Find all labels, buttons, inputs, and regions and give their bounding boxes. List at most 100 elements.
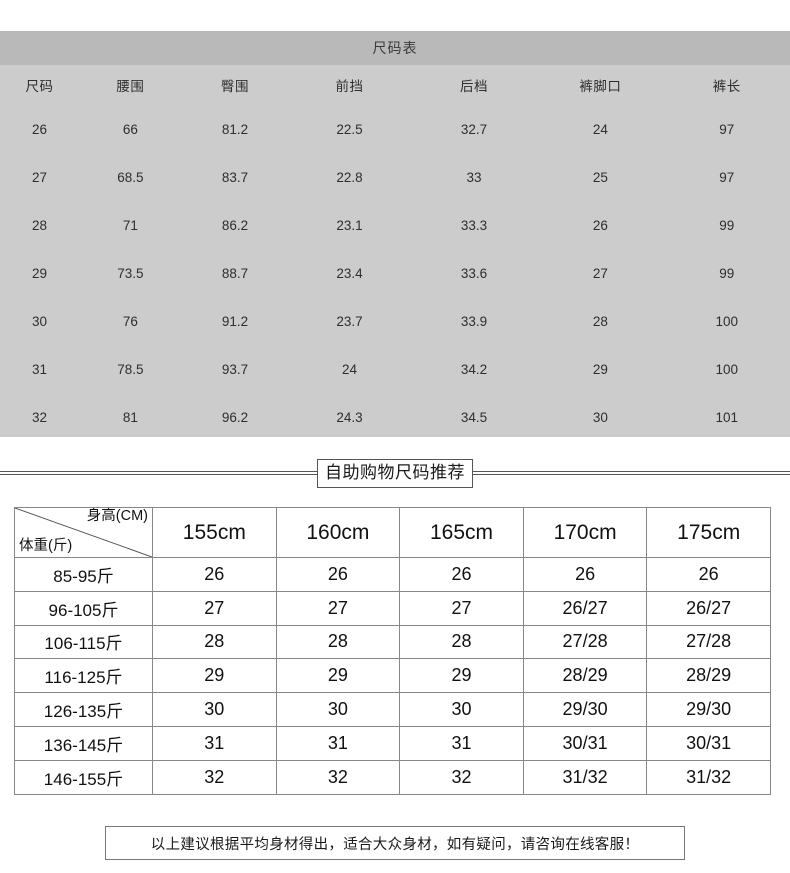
recommended-size-cell: 26/27	[646, 590, 771, 626]
height-column-header: 160cm	[275, 507, 401, 558]
recommended-size-cell: 28	[275, 624, 401, 660]
size-cell: 100	[715, 361, 739, 377]
recommended-size-cell: 29	[152, 658, 277, 694]
recommended-size-cell: 29/30	[646, 692, 771, 727]
size-cell: 30	[31, 313, 48, 329]
weight-range-label: 96-105斤	[14, 590, 153, 626]
table-row: 32 81 96.2 24.3 34.5 30 101	[0, 393, 790, 441]
size-cell: 99	[719, 217, 735, 233]
size-cell: 22.5	[336, 121, 363, 137]
recommended-size-cell: 31/32	[646, 759, 771, 795]
weight-range-label: 126-135斤	[14, 692, 153, 727]
size-cell: 83.7	[221, 169, 249, 185]
weight-range-label: 85-95斤	[14, 557, 153, 592]
axis-weight-label: 体重(斤)	[19, 538, 73, 555]
table-row: 28 71 86.2 23.1 33.3 26 99	[0, 201, 790, 249]
table-row: 26 66 81.2 22.5 32.7 24 97	[0, 105, 790, 153]
size-cell: 23.7	[336, 313, 363, 329]
size-cell: 28	[31, 217, 48, 233]
height-column-header: 155cm	[152, 507, 277, 558]
table-row: 30 76 91.2 23.7 33.9 28 100	[0, 297, 790, 345]
size-cell: 101	[715, 409, 739, 425]
recommended-size-cell: 31	[152, 725, 277, 761]
table-row: 27 68.5 83.7 22.8 33 25 97	[0, 153, 790, 201]
weight-range-label: 146-155斤	[14, 759, 153, 795]
recommended-size-cell: 28/29	[646, 658, 771, 694]
size-cell: 31	[31, 361, 48, 377]
recommended-size-cell: 30/31	[646, 725, 771, 761]
size-cell: 24	[592, 121, 608, 137]
recommended-size-cell: 28/29	[522, 658, 648, 694]
size-chart-header-row: 尺码 腰围 臀围 前挡 后档 裤脚口 裤长	[0, 65, 790, 105]
recommended-size-cell: 29	[399, 658, 524, 694]
size-cell: 91.2	[221, 313, 249, 329]
table-row: 126-135斤 30 30 30 29/30 29/30	[14, 692, 771, 727]
recommended-size-cell: 26	[399, 557, 524, 592]
table-row: 85-95斤 26 26 26 26 26	[14, 557, 771, 592]
recommended-size-cell: 26	[646, 557, 771, 592]
size-chart-panel: 尺码表 尺码 腰围 臀围 前挡 后档 裤脚口 裤长 26 66 81.2 22.…	[0, 31, 790, 437]
size-cell: 76	[122, 313, 138, 329]
size-chart-column-header: 臀围	[221, 79, 249, 94]
size-cell: 99	[719, 265, 735, 281]
recommended-size-cell: 29	[275, 658, 401, 694]
size-cell: 96.2	[221, 409, 249, 425]
recommended-size-cell: 30/31	[522, 725, 648, 761]
size-cell: 22.8	[336, 169, 363, 185]
recommendation-header-row: 身高(CM) 体重(斤) 155cm 160cm 165cm 170cm 175…	[14, 507, 771, 558]
size-cell: 27	[31, 169, 48, 185]
divider-line-right	[473, 471, 790, 475]
size-cell: 23.1	[336, 217, 363, 233]
recommended-size-cell: 29/30	[522, 692, 648, 727]
size-chart-column-header: 前挡	[335, 79, 364, 94]
footer-note: 以上建议根据平均身材得出，适合大众身材，如有疑问，请咨询在线客服！	[105, 826, 685, 860]
table-row: 29 73.5 88.7 23.4 33.6 27 99	[0, 249, 790, 297]
size-cell: 27	[592, 265, 608, 281]
recommended-size-cell: 31	[275, 725, 401, 761]
size-chart-column-header: 裤脚口	[579, 79, 622, 94]
recommended-size-cell: 27	[275, 590, 401, 626]
size-cell: 100	[715, 313, 739, 329]
table-row: 136-145斤 31 31 31 30/31 30/31	[14, 725, 771, 761]
size-cell: 24	[342, 361, 358, 377]
size-cell: 33.3	[460, 217, 488, 233]
weight-range-label: 136-145斤	[14, 725, 153, 761]
size-cell: 86.2	[221, 217, 249, 233]
recommended-size-cell: 26/27	[522, 590, 648, 626]
size-chart-title: 尺码表	[0, 31, 790, 65]
size-chart-column-header: 裤长	[712, 79, 741, 94]
size-cell: 26	[592, 217, 608, 233]
recommended-size-cell: 30	[152, 692, 277, 727]
size-chart-column-header: 尺码	[25, 79, 54, 94]
table-row: 146-155斤 32 32 32 31/32 31/32	[14, 759, 771, 795]
table-row: 96-105斤 27 27 27 26/27 26/27	[14, 590, 771, 626]
recommended-size-cell: 27	[399, 590, 524, 626]
recommend-section-heading: 自助购物尺码推荐	[0, 452, 790, 494]
size-cell: 81.2	[221, 121, 249, 137]
diagonal-divider-icon	[15, 508, 152, 557]
recommended-size-cell: 27/28	[646, 624, 771, 660]
recommended-size-cell: 27/28	[522, 624, 648, 660]
size-cell: 97	[719, 121, 735, 137]
size-cell: 34.5	[460, 409, 488, 425]
recommend-section-title: 自助购物尺码推荐	[317, 458, 473, 488]
recommended-size-cell: 32	[275, 759, 401, 795]
axis-corner-cell: 身高(CM) 体重(斤)	[14, 507, 153, 558]
recommended-size-cell: 32	[399, 759, 524, 795]
size-cell: 66	[122, 121, 138, 137]
recommended-size-cell: 28	[152, 624, 277, 660]
size-cell: 78.5	[117, 361, 144, 377]
size-cell: 32.7	[460, 121, 488, 137]
recommended-size-cell: 27	[152, 590, 277, 626]
recommended-size-cell: 26	[522, 557, 648, 592]
size-cell: 71	[122, 217, 138, 233]
size-cell: 93.7	[221, 361, 249, 377]
recommended-size-cell: 30	[399, 692, 524, 727]
size-recommendation-table: 身高(CM) 体重(斤) 155cm 160cm 165cm 170cm 175…	[14, 507, 771, 795]
height-column-header: 165cm	[399, 507, 524, 558]
table-row: 31 78.5 93.7 24 34.2 29 100	[0, 345, 790, 393]
recommended-size-cell: 31/32	[522, 759, 648, 795]
recommended-size-cell: 32	[152, 759, 277, 795]
size-cell: 25	[592, 169, 608, 185]
size-cell: 32	[31, 409, 48, 425]
